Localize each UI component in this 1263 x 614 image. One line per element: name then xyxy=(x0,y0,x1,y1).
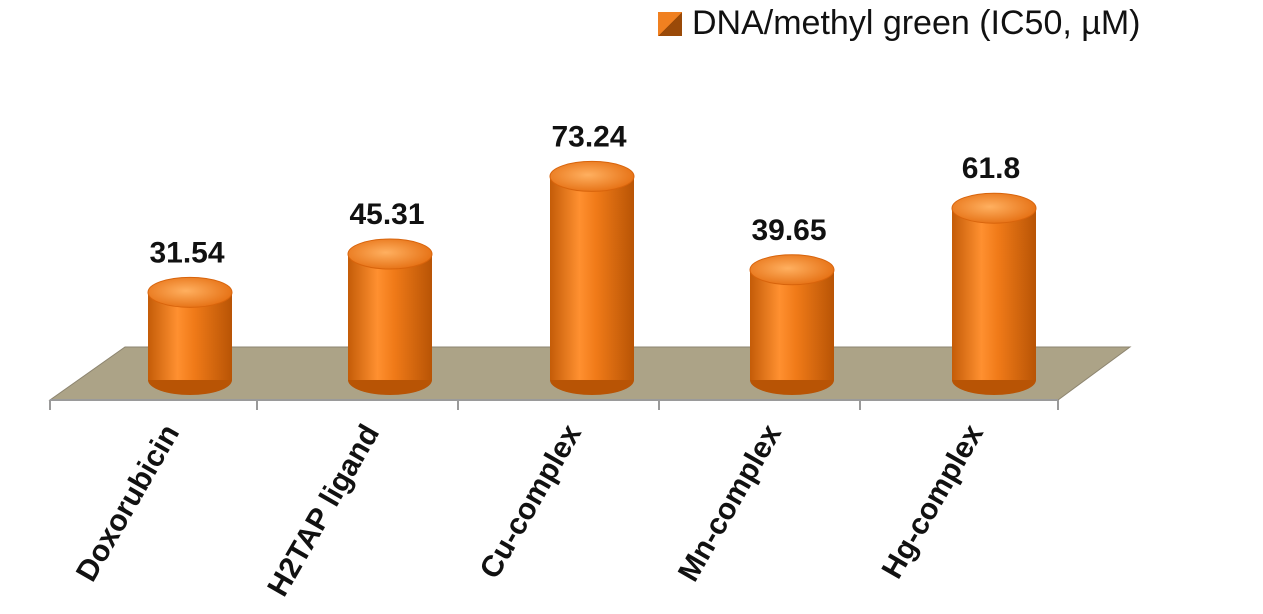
category-label: Cu-complex xyxy=(474,419,589,584)
bar-cap xyxy=(347,238,433,270)
legend-label: DNA/methyl green (IC50, µM) xyxy=(692,4,1141,42)
legend: DNA/methyl green (IC50, µM) xyxy=(658,4,1141,42)
bar xyxy=(147,276,233,395)
value-label: 45.31 xyxy=(349,198,424,231)
bar xyxy=(549,160,635,395)
category-label: Hg-complex xyxy=(876,419,991,584)
bar-body xyxy=(348,254,432,380)
category-labels-group: Doxorubicin H2TAP ligand Cu-complex Mn-comp… xyxy=(70,419,990,602)
bar-body xyxy=(750,269,834,380)
value-label: 61.8 xyxy=(962,152,1020,185)
category-label: Doxorubicin xyxy=(70,419,186,587)
bar xyxy=(347,238,433,395)
bar xyxy=(749,254,835,395)
bar-cap xyxy=(749,254,835,286)
category-label: Mn-complex xyxy=(672,419,788,587)
bar xyxy=(951,192,1037,395)
value-label: 31.54 xyxy=(149,236,224,269)
bar-cap xyxy=(951,192,1037,224)
category-label: H2TAP ligand xyxy=(261,419,386,602)
bar-body xyxy=(550,176,634,380)
value-label: 73.24 xyxy=(551,120,626,153)
value-labels-group: 31.54 45.31 73.24 39.65 61.8 xyxy=(149,120,1020,269)
value-label: 39.65 xyxy=(751,214,826,247)
bar-body xyxy=(952,208,1036,380)
x-axis-ticks xyxy=(49,400,1059,410)
bars-group xyxy=(147,160,1037,395)
bar-cap xyxy=(549,160,635,192)
legend-swatch xyxy=(658,12,682,36)
bar-cap xyxy=(147,276,233,308)
